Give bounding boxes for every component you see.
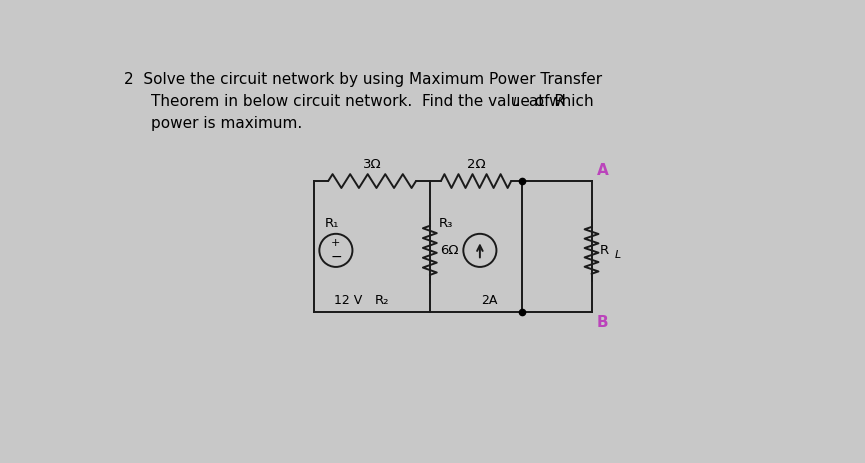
Text: −: − xyxy=(330,250,342,263)
Text: 3Ω: 3Ω xyxy=(362,158,381,171)
Text: 2A: 2A xyxy=(482,294,497,307)
Text: L: L xyxy=(615,250,621,260)
Text: R: R xyxy=(600,244,609,257)
Text: A: A xyxy=(597,163,609,178)
Text: B: B xyxy=(597,315,609,330)
Text: 2  Solve the circuit network by using Maximum Power Transfer: 2 Solve the circuit network by using Max… xyxy=(125,72,602,87)
Text: R₃: R₃ xyxy=(439,217,453,230)
Text: R₁: R₁ xyxy=(324,217,339,230)
Text: 12 V: 12 V xyxy=(335,294,362,307)
Text: +: + xyxy=(331,238,341,249)
Text: L: L xyxy=(512,96,519,109)
Text: 2Ω: 2Ω xyxy=(467,158,485,171)
Text: power is maximum.: power is maximum. xyxy=(151,116,303,131)
Text: at which: at which xyxy=(524,94,593,109)
Text: 6Ω: 6Ω xyxy=(439,244,458,257)
Text: Theorem in below circuit network.  Find the value of R: Theorem in below circuit network. Find t… xyxy=(151,94,565,109)
Text: R₂: R₂ xyxy=(375,294,389,307)
